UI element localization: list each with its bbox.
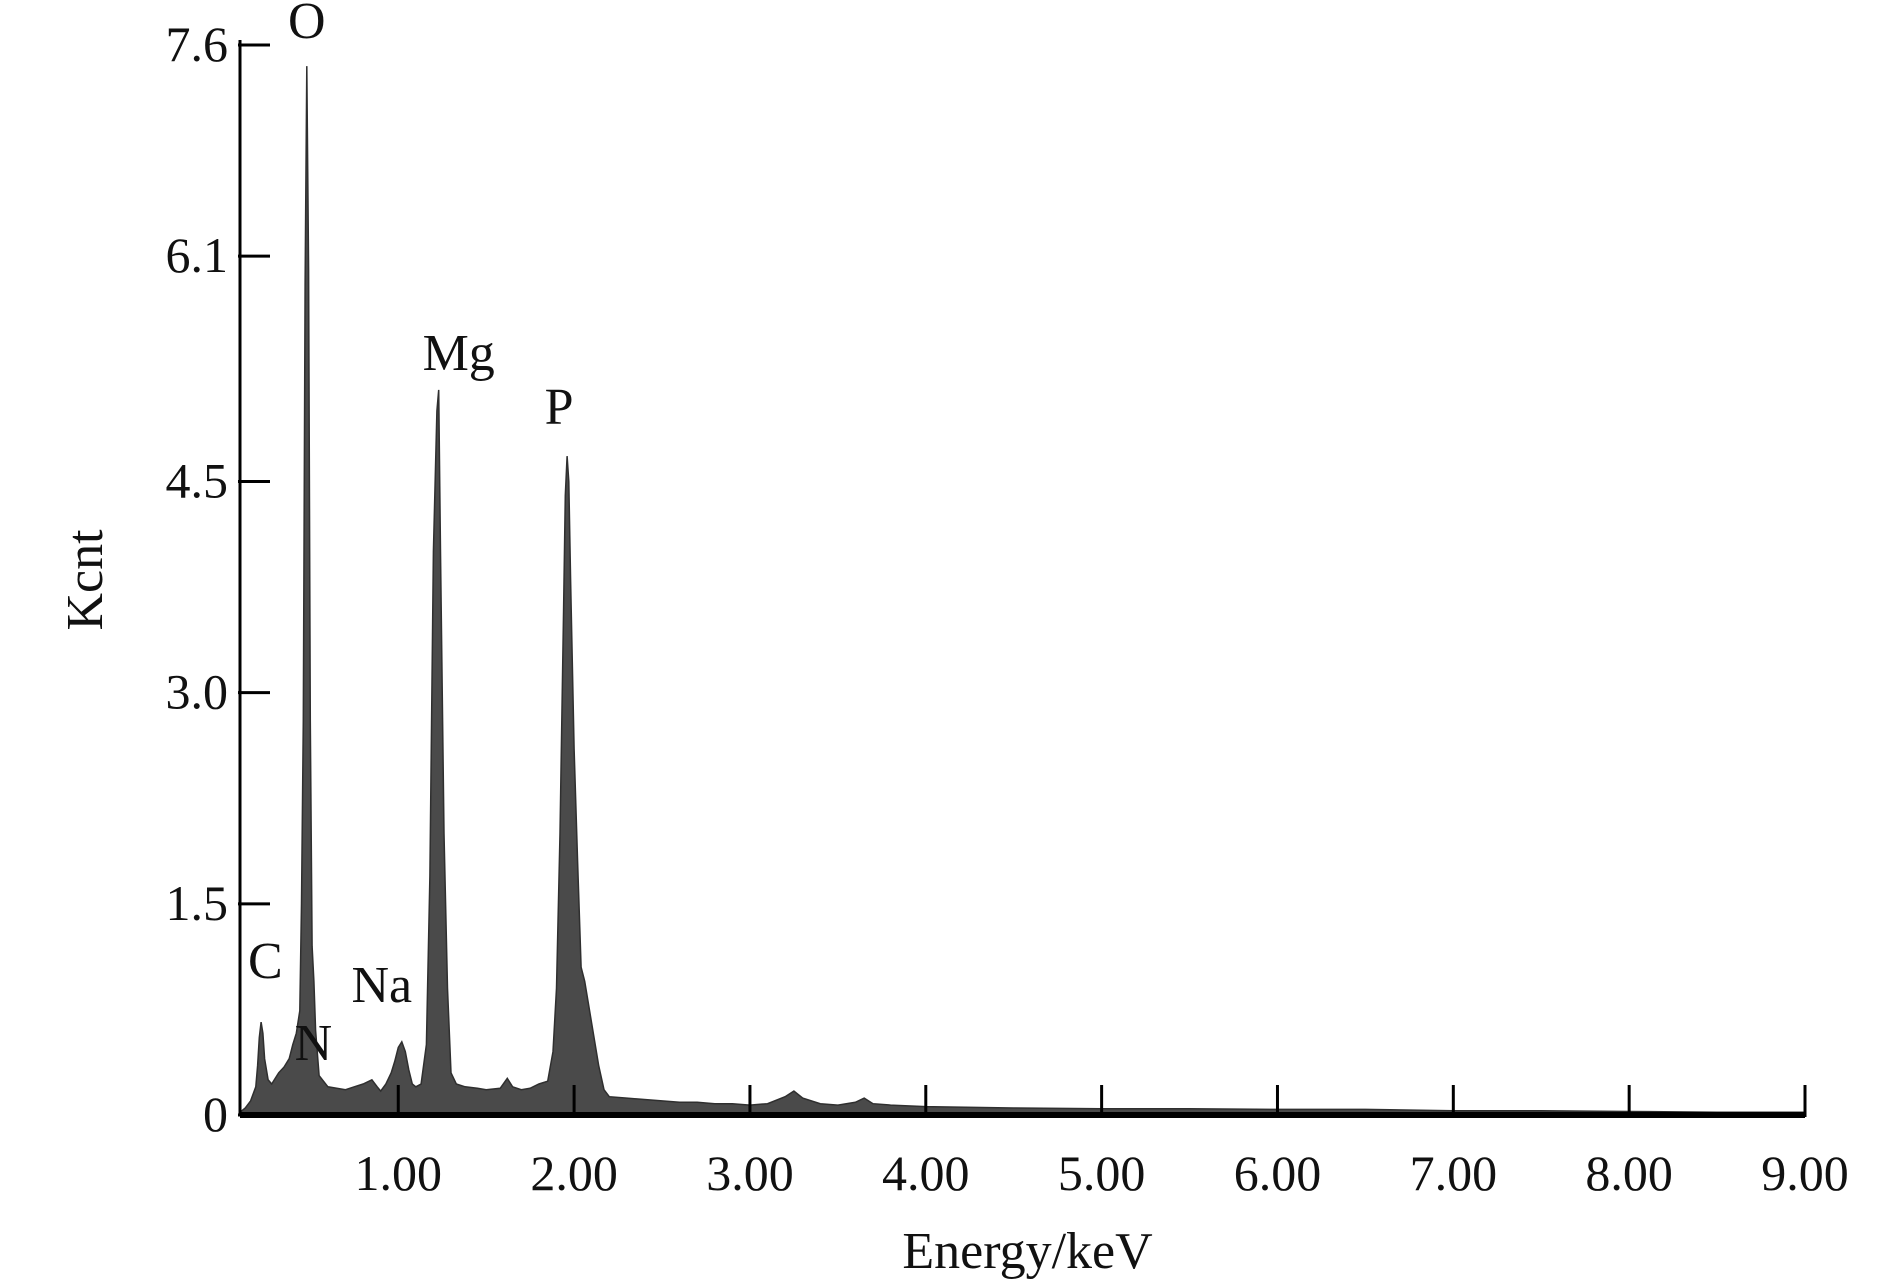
y-tick-label-3: 4.5 xyxy=(166,452,229,508)
y-tick-label-4: 6.1 xyxy=(166,227,229,283)
x-axis-title: Energy/keV xyxy=(902,1223,1152,1280)
x-tick-label-0: 1.00 xyxy=(355,1145,443,1201)
y-tick-label-1: 1.5 xyxy=(166,875,229,931)
peak-label-na: Na xyxy=(351,957,412,1014)
peak-label-mg: Mg xyxy=(423,325,495,382)
y-tick-label-2: 3.0 xyxy=(166,664,229,720)
peak-label-n: N xyxy=(295,1015,333,1072)
peak-annotations: O Mg P CN Na xyxy=(248,0,574,1072)
x-tick-label-5: 6.00 xyxy=(1234,1145,1322,1201)
y-tick-label-0: 0 xyxy=(203,1086,228,1142)
peak-label-o: O xyxy=(288,0,326,50)
x-tick-label-3: 4.00 xyxy=(882,1145,970,1201)
x-tick-label-2: 3.00 xyxy=(706,1145,794,1201)
x-tick-label-7: 8.00 xyxy=(1585,1145,1673,1201)
x-tick-label-8: 9.00 xyxy=(1761,1145,1849,1201)
plot-area xyxy=(239,66,1806,1116)
peak-label-c: C xyxy=(248,933,283,990)
y-axis-title: Kcnt xyxy=(57,529,114,631)
peak-label-p: P xyxy=(545,379,574,436)
y-tick-label-5: 7.6 xyxy=(166,16,229,72)
spectrum-area-0 xyxy=(239,66,1806,1116)
x-tick-label-4: 5.00 xyxy=(1058,1145,1146,1201)
labels: Energy/keV Kcnt xyxy=(57,529,1153,1280)
axes: 0 1.5 3.0 4.5 6.1 7.6 1.00 2.00 3.00 4.00 5.00 6.00… xyxy=(166,16,1849,1201)
x-tick-label-6: 7.00 xyxy=(1410,1145,1498,1201)
x-tick-label-1: 2.00 xyxy=(530,1145,618,1201)
